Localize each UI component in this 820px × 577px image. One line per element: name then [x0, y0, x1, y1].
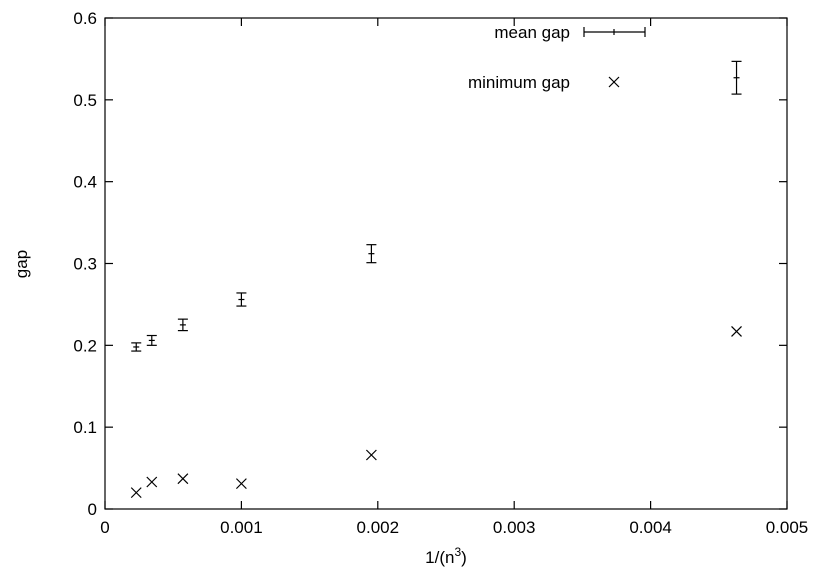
- y-tick-label: 0.2: [73, 336, 97, 355]
- x-tick-label: 0.002: [357, 518, 400, 537]
- minimum-gap-point: [235, 478, 247, 490]
- y-tick-label: 0.3: [73, 255, 97, 274]
- chart-marks: [130, 60, 742, 499]
- mean-gap-point: [131, 342, 142, 352]
- minimum-gap-point: [177, 473, 189, 485]
- y-axis-label: gap: [12, 250, 31, 278]
- mean-gap-point: [177, 318, 188, 332]
- y-tick-label: 0.1: [73, 418, 97, 437]
- x-axis-label-suffix: ): [461, 548, 467, 567]
- legend: mean gap minimum gap: [468, 23, 646, 92]
- minimum-gap-point: [731, 325, 742, 337]
- y-tick-label: 0: [88, 500, 97, 519]
- y-tick-label: 0.6: [73, 9, 97, 28]
- mean-gap-point: [146, 334, 157, 346]
- x-axis-label: 1/(n3): [425, 545, 467, 567]
- mean-gap-point: [366, 244, 377, 264]
- x-marker-stroke: [365, 449, 377, 461]
- x-tick-label: 0: [100, 518, 109, 537]
- y-tick-label: 0.5: [73, 91, 97, 110]
- axis-ticks: 0 0.001 0.002 0.003 0.004 0.005 0 0.1 0.2 0.3 0.4 0…: [73, 9, 808, 537]
- x-axis-label-main: 1/(n: [425, 548, 454, 567]
- x-tick-label: 0.003: [493, 518, 536, 537]
- x-tick-label: 0.005: [766, 518, 809, 537]
- x-tick-label: 0.004: [629, 518, 672, 537]
- x-marker-stroke: [235, 478, 247, 490]
- x-marker-stroke: [177, 473, 189, 485]
- minimum-gap-point: [146, 476, 158, 488]
- x-marker-stroke: [731, 325, 742, 337]
- legend-label-minimum-gap: minimum gap: [468, 73, 570, 92]
- x-axis-label-superscript: 3: [454, 545, 461, 559]
- mean-gap-point: [236, 292, 247, 307]
- minimum-gap-point: [130, 487, 142, 499]
- mean-gap-point: [731, 60, 742, 95]
- legend-label-mean-gap: mean gap: [494, 23, 570, 42]
- minimum-gap-point: [365, 449, 377, 461]
- x-tick-label: 0.001: [220, 518, 263, 537]
- x-marker-stroke: [146, 476, 158, 488]
- plot-frame: [104, 17, 788, 510]
- legend-sample-minimum-gap: [608, 76, 620, 88]
- x-marker-stroke: [130, 487, 142, 499]
- y-tick-label: 0.4: [73, 173, 97, 192]
- legend-x-marker: [608, 76, 620, 88]
- legend-sample-mean-gap: [583, 27, 646, 37]
